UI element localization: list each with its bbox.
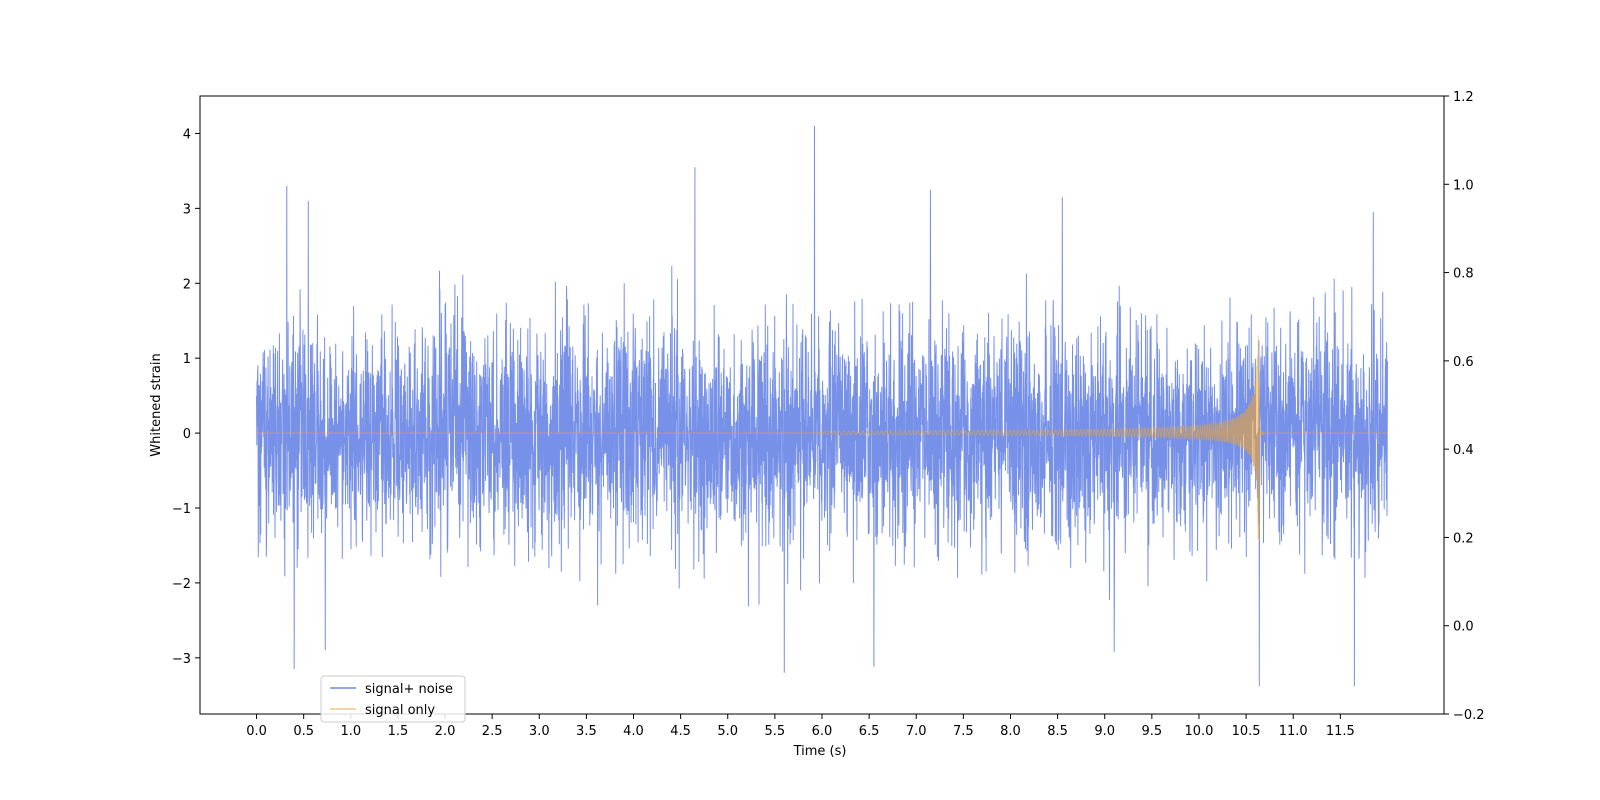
y-right-tick-label: 0.6: [1453, 355, 1474, 370]
x-tick-label: 1.5: [388, 724, 409, 739]
x-tick-label: 0.0: [246, 724, 267, 739]
x-tick-label: 5.5: [765, 724, 786, 739]
y-tick-label: −1: [172, 502, 191, 517]
x-tick-label: 8.5: [1047, 724, 1068, 739]
signal-plus-noise-series: [256, 125, 1388, 687]
legend-label-signal-only: signal only: [365, 703, 435, 718]
legend-box: [320, 675, 466, 723]
x-tick-label: 9.5: [1142, 724, 1163, 739]
y-axis-right-ticks: −0.2 0.0 0.2 0.4 0.6 0.8 1.0 1.2: [1444, 90, 1485, 723]
x-tick-label: 6.0: [812, 724, 833, 739]
y-tick-label: 2: [183, 277, 191, 292]
x-tick-label: 11.0: [1279, 724, 1308, 739]
y-right-tick-label: 0.4: [1453, 443, 1474, 458]
x-tick-label: 4.5: [670, 724, 691, 739]
y-tick-label: 0: [183, 427, 191, 442]
x-axis-label: Time (s): [793, 744, 847, 759]
x-axis-ticks: 0.0 0.5 1.0 1.5 2.0 2.5 3.0 3.5 4.0 4.5 5.0 5.5 6.0 6…: [246, 714, 1355, 739]
x-tick-label: 5.0: [717, 724, 738, 739]
x-tick-label: 6.5: [859, 724, 880, 739]
y-tick-label: −3: [172, 652, 191, 667]
x-tick-label: 9.0: [1094, 724, 1115, 739]
signal-only-series: [256, 335, 1388, 542]
x-tick-label: 1.0: [340, 724, 361, 739]
y-axis-ticks: −3 −2 −1 0 1 2 3 4: [172, 127, 200, 667]
x-tick-label: 0.5: [293, 724, 314, 739]
x-tick-label: 8.0: [1000, 724, 1021, 739]
y-right-tick-label: −0.2: [1453, 708, 1485, 723]
y-right-tick-label: 1.0: [1453, 178, 1474, 193]
x-tick-label: 10.5: [1232, 724, 1261, 739]
x-tick-label: 2.5: [482, 724, 503, 739]
x-tick-label: 11.5: [1326, 724, 1355, 739]
y-axis-label: Whitened strain: [149, 353, 164, 456]
y-right-tick-label: 1.2: [1453, 90, 1474, 105]
y-right-tick-label: 0.0: [1453, 620, 1474, 635]
signal-noise-line: [256, 125, 1388, 687]
legend: signal+ noise signal only: [320, 675, 466, 723]
x-tick-label: 4.0: [623, 724, 644, 739]
y-right-tick-label: 0.8: [1453, 267, 1474, 282]
y-right-tick-label: 0.2: [1453, 531, 1474, 546]
x-tick-label: 7.5: [953, 724, 974, 739]
y-tick-label: 1: [183, 352, 191, 367]
x-tick-label: 3.5: [576, 724, 597, 739]
y-tick-label: −2: [172, 577, 191, 592]
y-tick-label: 3: [183, 202, 191, 217]
x-tick-label: 2.0: [435, 724, 456, 739]
x-tick-label: 3.0: [529, 724, 550, 739]
legend-label-signal-noise: signal+ noise: [365, 682, 453, 697]
x-tick-label: 7.0: [906, 724, 927, 739]
y-tick-label: 4: [183, 127, 191, 142]
signal-only-line: [256, 335, 1388, 542]
x-tick-label: 10.0: [1184, 724, 1213, 739]
